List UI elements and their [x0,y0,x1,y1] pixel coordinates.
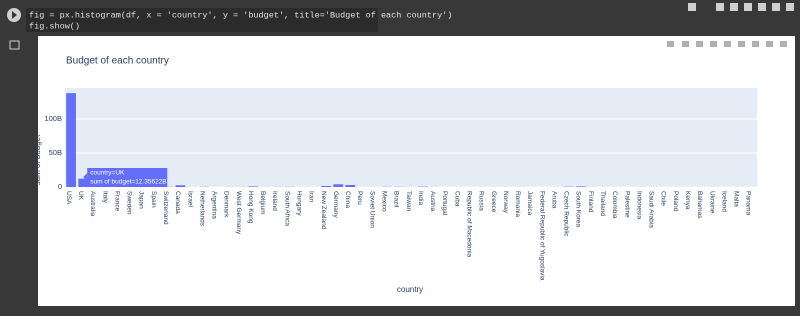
x-tick-label: Colombia [611,191,618,219]
toolbar-icon[interactable] [758,3,766,11]
x-tick-label: Netherlands [198,191,205,227]
x-tick-label: UK [77,191,84,201]
x-tick-label: Denmark [223,191,230,218]
x-tick-label: Italy [101,191,108,204]
x-tick-label: Soviet Union [368,191,375,228]
x-tick-label: Taiwan [405,191,412,212]
toolbar-icon[interactable] [688,3,696,11]
y-axis-title: sum of budget [33,134,42,185]
x-tick-label: Greece [490,191,497,213]
toolbar-icon[interactable] [786,3,794,11]
x-tick-label: Russia [478,191,485,211]
x-tick-label: Thailand [599,191,606,216]
x-tick-label: Bahamas [696,191,703,219]
x-tick-label: Ireland [271,191,278,211]
x-tick-label: Iceland [720,191,727,212]
code-line: fig.show() [29,21,80,31]
toolbar-icon[interactable] [744,3,752,11]
x-tick-label: Saudi Arabia [648,191,655,228]
x-tick-label: Iran [308,191,315,203]
x-tick-label: Panama [745,191,752,216]
x-tick-label: Israel [186,191,193,207]
bar [248,186,258,187]
tooltip-text: country=UK [90,170,125,177]
x-tick-label: Finland [587,191,594,213]
bar [576,186,586,187]
y-tick-label: 0 [58,182,62,191]
bar [175,185,185,187]
plot-area [65,88,757,187]
x-tick-label: Brazil [393,191,400,208]
x-axis-title: country [397,285,423,294]
y-tick-label: 50B [49,148,62,157]
x-tick-label: Argentina [211,191,218,219]
modebar-button[interactable] [780,41,787,47]
x-tick-label: USA [65,191,72,205]
x-tick-label: Switzerland [162,191,169,225]
code-line: fig = px.histogram(df, x = 'country', y … [29,10,452,20]
chart-title: Budget of each country [66,56,169,67]
x-tick-label: Portugal [441,191,448,216]
x-tick-label: Romania [514,191,521,217]
x-tick-label: Czech Republic [563,191,570,237]
x-tick-label: China [344,191,351,208]
toolbar-icon[interactable] [716,3,724,11]
tooltip: country=UK sum of budget=12.35622B [83,168,167,187]
x-tick-label: France [113,191,120,212]
x-tick-label: Hong Kong [247,191,254,224]
modebar-button[interactable] [710,41,717,47]
x-tick-label: Poland [672,191,679,212]
x-tick-label: Belgium [259,191,266,214]
y-tick-label: 100B [44,114,62,123]
x-tick-label: Ukraine [708,191,715,214]
x-tick-label: India [417,191,424,205]
x-tick-label: Australia [89,191,96,217]
bar [321,186,331,187]
x-tick-label: Sweden [126,191,133,215]
x-tick-label: West Germany [235,191,242,235]
modebar-button[interactable] [696,41,703,47]
x-tick-label: Cuba [453,191,460,207]
tooltip-text: sum of budget=12.35622B [90,179,166,186]
modebar-button[interactable] [738,41,745,47]
x-tick-label: Chile [660,191,667,206]
toolbar-icon[interactable] [772,3,780,11]
x-tick-label: New Zealand [320,191,327,230]
x-tick-label: Malta [733,191,740,207]
x-tick-label: Palestine [623,191,630,218]
x-tick-label: Canada [174,191,181,214]
plotly-modebar [667,41,787,47]
x-tick-label: Austria [429,191,436,212]
x-tick-label: Federal Republic of Yugoslavia [538,191,545,281]
toolbar-icon[interactable] [730,3,738,11]
x-tick-label: Jamaica [526,191,533,216]
bar [333,184,343,187]
bar [345,185,355,187]
x-tick-label: Mexico [381,191,388,212]
x-tick-label: Aruba [550,191,557,209]
x-tick-label: Kenya [684,191,691,210]
modebar-button[interactable] [682,41,689,47]
x-tick-label: Germany [332,191,339,218]
x-tick-label: Republic of Macedonia [465,191,472,258]
x-tick-label: Norway [502,191,509,214]
x-tick-label: Peru [356,191,363,205]
modebar-button[interactable] [667,41,674,47]
x-tick-label: South Korea [575,191,582,228]
x-tick-label: Hungary [296,191,303,216]
modebar-button[interactable] [724,41,731,47]
modebar-button[interactable] [752,41,759,47]
modebar-button[interactable] [766,41,773,47]
x-tick-label: South Africa [283,191,290,226]
x-tick-label: Japan [138,191,145,209]
x-tick-label: Indonesia [635,191,642,220]
x-tick-label: Spain [150,191,157,208]
bar [66,93,76,187]
